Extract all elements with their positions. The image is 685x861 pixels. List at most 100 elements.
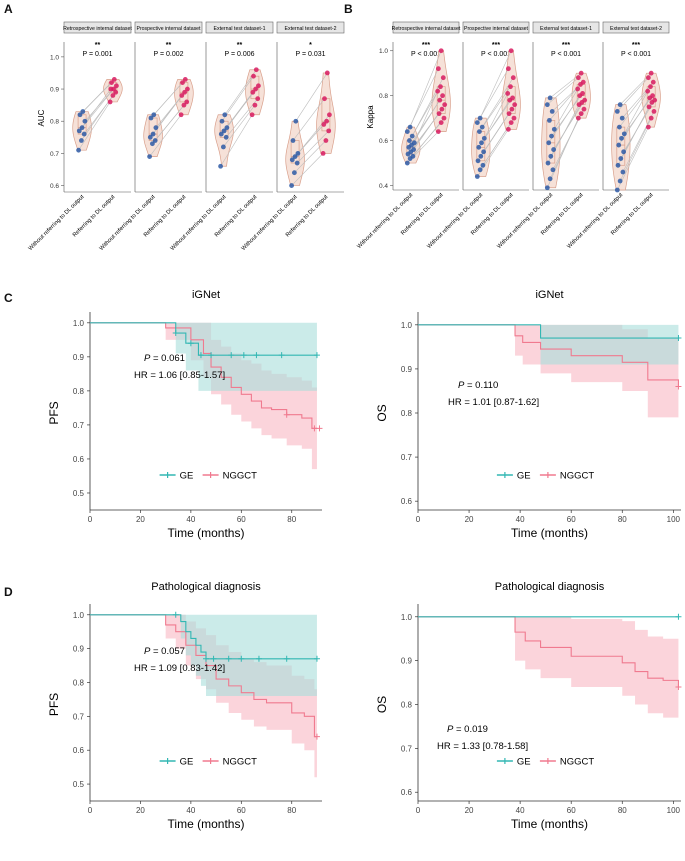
point-without-dl xyxy=(481,135,487,141)
point-with-dl xyxy=(506,111,512,117)
point-without-dl xyxy=(476,144,482,150)
point-with-dl xyxy=(327,112,332,118)
y-tick-label: 1.0 xyxy=(401,613,413,622)
x-tick-label: 0 xyxy=(88,515,93,524)
y-tick-label: 0.8 xyxy=(401,701,413,710)
pair-line xyxy=(481,77,514,128)
pair-line xyxy=(78,101,111,151)
point-without-dl xyxy=(291,170,297,176)
y-axis-label: OS xyxy=(375,696,389,713)
p-value: P = 0.001 xyxy=(82,51,112,58)
violin xyxy=(174,79,194,116)
nggct-censor-mark xyxy=(283,411,290,418)
point-without-dl xyxy=(219,118,225,124)
y-tick-label: 0.5 xyxy=(73,489,85,498)
point-without-dl xyxy=(76,128,82,134)
ge-censor-mark xyxy=(313,655,320,662)
y-tick-label: 0.8 xyxy=(73,678,85,687)
p-label: P xyxy=(144,646,151,657)
point-with-dl xyxy=(651,108,657,114)
facet-strip xyxy=(462,21,530,34)
p-label: P xyxy=(458,380,465,391)
facet-title: Retrospective internal dataset xyxy=(392,26,461,32)
point-without-dl xyxy=(551,126,557,132)
legend-ge-label: GE xyxy=(180,757,194,768)
point-without-dl xyxy=(548,153,554,159)
pair-line xyxy=(291,153,324,186)
nggct-curve xyxy=(90,322,317,429)
chart-title: Pathological diagnosis xyxy=(495,581,605,593)
panel-D-left: Pathological diagnosis PFS Time (months) 0.… xyxy=(47,581,322,831)
ge-censor-mark xyxy=(240,352,247,359)
y-tick-label: 0.6 xyxy=(73,455,85,464)
point-with-dl xyxy=(505,126,511,132)
nggct-curve xyxy=(90,614,317,738)
legend-nggct-label: NGGCT xyxy=(560,757,595,768)
pair-line xyxy=(617,77,649,112)
point-with-dl xyxy=(321,122,327,127)
point-with-dl xyxy=(322,96,327,102)
ge-censor-mark xyxy=(675,613,682,620)
y-tick-label: 0.6 xyxy=(73,746,85,755)
point-without-dl xyxy=(290,138,296,143)
y-tick-label: 0.7 xyxy=(73,712,85,721)
point-with-dl xyxy=(510,75,516,81)
pair-line xyxy=(297,114,330,154)
point-with-dl xyxy=(575,75,581,81)
legend-ge-label: GE xyxy=(180,471,194,482)
p-value-number: = 0.110 xyxy=(464,380,498,391)
nggct-curve xyxy=(418,324,679,387)
violin xyxy=(611,104,631,191)
chart-title: iGNet xyxy=(535,289,563,301)
significance-stars: ** xyxy=(237,42,243,49)
hazard-ratio: HR = 1.33 [0.78-1.58] xyxy=(437,741,528,752)
pair-line xyxy=(621,81,654,119)
pair-line xyxy=(481,97,513,144)
legend-ge-label: GE xyxy=(517,471,531,482)
point-with-dl xyxy=(505,91,511,96)
ge-censor-mark xyxy=(172,611,179,618)
x-tick-label: 60 xyxy=(567,806,576,815)
x-tick-label: 80 xyxy=(618,515,627,524)
point-with-dl xyxy=(179,93,185,98)
point-without-dl xyxy=(295,150,301,156)
point-without-dl xyxy=(546,140,552,146)
nggct-censor-mark xyxy=(313,733,320,740)
pair-line xyxy=(296,130,329,164)
x-axis-label: Time (months) xyxy=(168,526,245,540)
x-tick-label: 40 xyxy=(516,515,525,524)
ge-censor-mark xyxy=(203,655,209,662)
p-value: P = 0.057 xyxy=(144,646,185,657)
y-tick-label: 0.8 xyxy=(50,119,59,126)
ge-censor-mark xyxy=(238,655,245,662)
facet-strip xyxy=(532,21,600,34)
p-value: P = 0.110 xyxy=(458,380,498,391)
y-tick-label: 0.6 xyxy=(401,788,413,797)
point-without-dl xyxy=(477,167,483,173)
point-without-dl xyxy=(544,102,550,108)
point-with-dl xyxy=(323,138,329,143)
point-without-dl xyxy=(615,162,621,168)
ge-censor-mark xyxy=(172,330,179,337)
point-without-dl xyxy=(149,141,155,147)
x-axis-label: Time (months) xyxy=(511,526,588,540)
point-without-dl xyxy=(78,138,84,143)
p-value: P < 0.001 xyxy=(481,51,511,58)
point-with-dl xyxy=(578,70,584,76)
significance-stars: ** xyxy=(166,42,172,49)
panel-label-d: D xyxy=(4,585,13,599)
point-without-dl xyxy=(618,156,624,161)
x-tick-label: 80 xyxy=(287,515,296,524)
hazard-ratio: HR = 1.01 [0.87-1.62] xyxy=(448,397,539,408)
point-with-dl xyxy=(578,111,584,117)
x-tick-label: 0 xyxy=(88,806,93,815)
p-value: P = 0.002 xyxy=(153,51,183,58)
x-tick-label: 40 xyxy=(186,515,195,524)
point-with-dl xyxy=(320,150,326,156)
pair-line xyxy=(479,50,512,119)
pair-line xyxy=(617,126,649,191)
point-without-dl xyxy=(289,157,295,163)
point-with-dl xyxy=(438,120,444,126)
